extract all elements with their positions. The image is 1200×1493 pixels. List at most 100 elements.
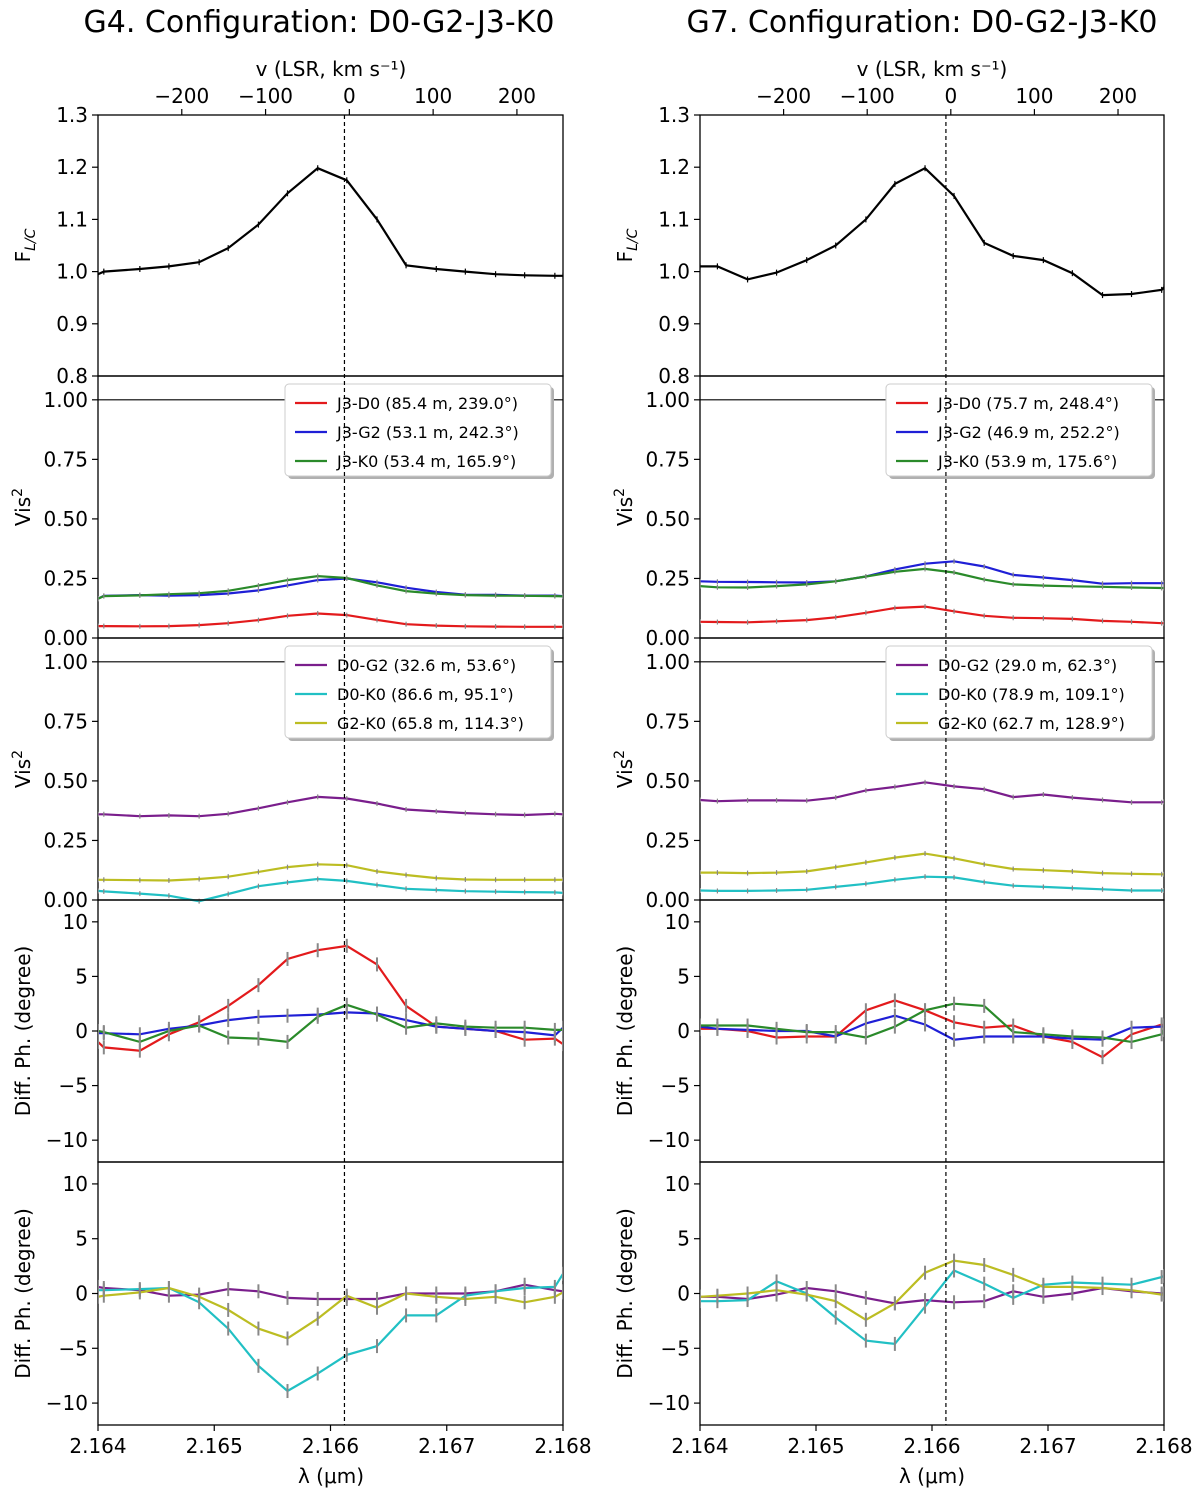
y-tick-label: 1.0 [658, 260, 690, 284]
series-line-j3-d0 [700, 999, 1164, 1059]
y-tick-label: 1.1 [658, 207, 690, 231]
series-group-dphia [700, 993, 1164, 1065]
y-tick-label: 0.50 [43, 507, 88, 531]
velocity-axis-label: v (LSR, km s⁻¹) [256, 57, 407, 81]
y-tick-label: 0.9 [56, 312, 88, 336]
y-axis-label: Vis2 [612, 488, 637, 526]
y-tick-label: 0.50 [645, 769, 690, 793]
y-axis-label-superscript: 2 [10, 488, 26, 497]
y-tick-label: −5 [59, 1336, 88, 1360]
x-tick-label: 2.165 [186, 1434, 243, 1458]
y-tick-label: −10 [46, 1128, 88, 1152]
y-tick-label: 0.50 [645, 507, 690, 531]
series-line-d0-k0 [700, 875, 1164, 893]
legend-entry-d0-g2: D0-G2 (29.0 m, 62.3°) [938, 656, 1117, 675]
legend-entry-g2-k0: G2-K0 (62.7 m, 128.9°) [938, 714, 1125, 733]
y-tick-label: 5 [677, 1227, 690, 1251]
y-tick-label: 1.00 [43, 650, 88, 674]
y-tick-label: 5 [75, 1227, 88, 1251]
y-tick-label: 0 [677, 1282, 690, 1306]
y-tick-label: −10 [46, 1391, 88, 1415]
y-tick-label: 0.9 [658, 312, 690, 336]
series-line-j3-k0 [98, 574, 563, 600]
legend-entry-d0-k0: D0-K0 (86.6 m, 95.1°) [337, 685, 514, 704]
y-axis-label-subscript: L/C [23, 228, 39, 251]
series-line-g2-k0 [700, 1259, 1164, 1322]
y-axis-label: Diff. Ph. (degree) [11, 946, 35, 1117]
wavelength-axis-label: λ (μm) [899, 1464, 965, 1488]
y-axis-label: Vis2 [10, 488, 35, 526]
y-tick-label: 1.2 [56, 155, 88, 179]
y-tick-label: 5 [677, 964, 690, 988]
y-tick-label: 1.00 [43, 388, 88, 412]
series-group-vis2a [98, 573, 563, 630]
legend-entry-d0-g2: D0-G2 (32.6 m, 53.6°) [337, 656, 516, 675]
series-line-j3-g2 [700, 560, 1164, 585]
legend-entry-j3-g2: J3-G2 (46.9 m, 252.2°) [937, 423, 1120, 442]
series-group-vis2b [700, 779, 1164, 894]
y-axis-label: FL/C [613, 228, 641, 262]
series-line-d0-k0 [98, 1273, 563, 1393]
series-line-g2-k0 [98, 863, 563, 882]
y-axis-label-main: Diff. Ph. (degree) [613, 946, 637, 1117]
y-tick-label: 0.75 [43, 709, 88, 733]
series-line-d0-k0 [700, 1269, 1164, 1346]
y-axis-label: Diff. Ph. (degree) [613, 946, 637, 1117]
series-line-j3-k0 [700, 567, 1164, 590]
y-axis-label-main: Vis [11, 497, 35, 526]
y-tick-label: 0.8 [658, 364, 690, 388]
x-tick-label: 2.166 [903, 1434, 960, 1458]
series-line-j3-d0 [98, 612, 563, 628]
series-line-j3-k0 [700, 1002, 1164, 1044]
y-tick-label: 1.2 [658, 155, 690, 179]
legend-box [284, 383, 552, 477]
v-tick-label: 200 [1099, 84, 1137, 108]
y-axis-label-main: F [613, 251, 637, 263]
y-axis-label-main: Diff. Ph. (degree) [11, 1208, 35, 1379]
y-tick-label: 0.00 [645, 626, 690, 650]
y-tick-label: 0.25 [43, 828, 88, 852]
y-tick-label: −5 [59, 1074, 88, 1098]
v-tick-label: 100 [1015, 84, 1053, 108]
y-tick-label: 0.50 [43, 769, 88, 793]
series-group-vis2b [98, 794, 563, 904]
legend-entry-d0-k0: D0-K0 (78.9 m, 109.1°) [938, 685, 1125, 704]
legend-entry-j3-k0: J3-K0 (53.9 m, 175.6°) [937, 452, 1117, 471]
v-tick-label: 0 [343, 84, 356, 108]
column-title: G7. Configuration: D0-G2-J3-K0 [687, 5, 1158, 40]
series-line-g2-k0 [98, 1286, 563, 1340]
x-tick-label: 2.164 [671, 1434, 728, 1458]
y-tick-label: 0.75 [645, 709, 690, 733]
axes-frame-flux [97, 114, 564, 377]
y-tick-label: 0.8 [56, 364, 88, 388]
y-axis-label: Vis2 [10, 750, 35, 788]
y-tick-label: 0 [75, 1019, 88, 1043]
y-axis-label-main: Vis [11, 759, 35, 788]
legend-entry-g2-k0: G2-K0 (65.8 m, 114.3°) [337, 714, 524, 733]
x-tick-label: 2.165 [787, 1434, 844, 1458]
legend-box [284, 645, 552, 739]
y-tick-label: −10 [648, 1128, 690, 1152]
y-tick-label: 0.00 [43, 888, 88, 912]
series-group-flux [98, 165, 563, 279]
series-line-d0-g2 [700, 781, 1164, 804]
legend-entry-j3-k0: J3-K0 (53.4 m, 165.9°) [336, 452, 516, 471]
y-tick-label: 1.00 [645, 650, 690, 674]
y-tick-label: 0.25 [645, 566, 690, 590]
series-line-d0-g2 [98, 795, 563, 818]
v-tick-label: −200 [756, 84, 811, 108]
y-tick-label: 10 [63, 910, 88, 934]
y-axis-label: Diff. Ph. (degree) [613, 1208, 637, 1379]
legend-entry-j3-g2: J3-G2 (53.1 m, 242.3°) [336, 423, 519, 442]
y-tick-label: 0.25 [43, 566, 88, 590]
y-axis-label: Diff. Ph. (degree) [11, 1208, 35, 1379]
panel-column-g7: G7. Configuration: D0-G2-J3-K0 v (LSR, k… [612, 5, 1193, 1488]
series-line-j3-d0 [700, 605, 1164, 625]
legend-entry-j3-d0: J3-D0 (85.4 m, 239.0°) [336, 394, 518, 413]
series-line-j3-g2 [98, 1011, 563, 1037]
v-tick-label: −200 [154, 84, 209, 108]
x-tick-label: 2.168 [1135, 1434, 1192, 1458]
legend-box [885, 645, 1153, 739]
series-line-f_l/c [98, 166, 563, 277]
